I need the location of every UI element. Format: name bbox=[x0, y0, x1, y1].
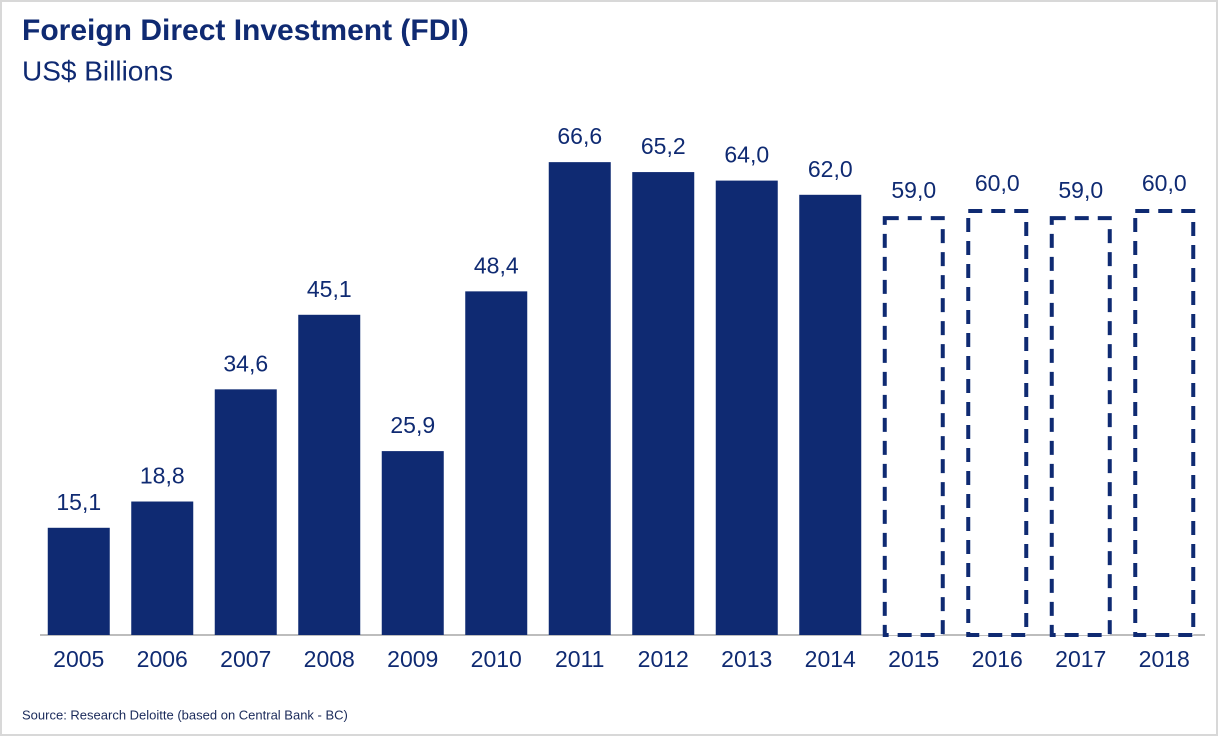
projected-bar bbox=[882, 216, 945, 637]
x-tick-label: 2007 bbox=[220, 646, 271, 672]
chart-title: Foreign Direct Investment (FDI) bbox=[22, 14, 469, 47]
x-tick-label: 2010 bbox=[471, 646, 522, 672]
x-tick-label: 2015 bbox=[888, 646, 939, 672]
chart-subtitle: US$ Billions bbox=[22, 55, 173, 86]
value-label: 59,0 bbox=[891, 177, 936, 203]
x-tick-label: 2009 bbox=[387, 646, 438, 672]
value-label: 34,6 bbox=[223, 350, 268, 376]
x-tick-label: 2017 bbox=[1055, 646, 1106, 672]
bar bbox=[548, 162, 611, 635]
x-tick-label: 2016 bbox=[972, 646, 1023, 672]
projected-bar bbox=[966, 209, 1029, 637]
bar bbox=[214, 389, 277, 635]
value-label: 62,0 bbox=[808, 156, 853, 182]
x-tick-label: 2008 bbox=[304, 646, 355, 672]
bar bbox=[381, 451, 444, 635]
source-note: Source: Research Deloitte (based on Cent… bbox=[22, 707, 348, 722]
value-label: 59,0 bbox=[1058, 177, 1103, 203]
bar bbox=[465, 291, 528, 635]
value-label: 64,0 bbox=[724, 142, 769, 168]
projected-bar bbox=[1049, 216, 1112, 637]
value-label: 45,1 bbox=[307, 276, 352, 302]
x-tick-label: 2005 bbox=[53, 646, 104, 672]
value-label: 60,0 bbox=[1142, 170, 1187, 196]
value-label: 15,1 bbox=[56, 489, 101, 515]
x-tick-label: 2013 bbox=[721, 646, 772, 672]
x-tick-label: 2014 bbox=[805, 646, 856, 672]
value-label: 60,0 bbox=[975, 170, 1020, 196]
x-tick-label: 2006 bbox=[137, 646, 188, 672]
value-label: 25,9 bbox=[390, 412, 435, 438]
x-tick-label: 2018 bbox=[1139, 646, 1190, 672]
bar bbox=[131, 501, 194, 635]
value-label: 18,8 bbox=[140, 463, 185, 489]
value-label: 48,4 bbox=[474, 252, 519, 278]
value-label: 65,2 bbox=[641, 133, 686, 159]
bar bbox=[47, 527, 110, 635]
bar bbox=[799, 194, 862, 636]
bar bbox=[632, 172, 695, 635]
value-label: 66,6 bbox=[557, 123, 602, 149]
bar bbox=[298, 314, 361, 635]
bar bbox=[715, 180, 778, 635]
x-tick-label: 2011 bbox=[555, 646, 604, 672]
x-tick-label: 2012 bbox=[638, 646, 689, 672]
projected-bar bbox=[1133, 209, 1196, 637]
